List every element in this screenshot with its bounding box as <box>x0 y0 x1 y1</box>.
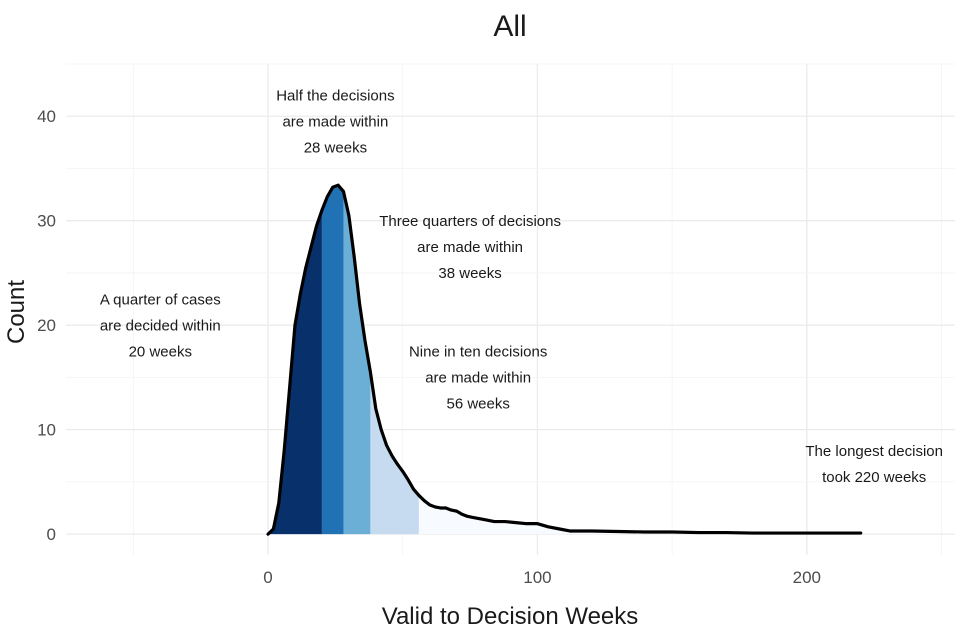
annotation-line: Nine in ten decisions <box>409 344 547 361</box>
density-band-5 <box>418 495 861 535</box>
annotation-line: are decided within <box>100 317 221 334</box>
annotation-line: 38 weeks <box>438 265 501 282</box>
annotation-line: took 220 weeks <box>822 469 926 486</box>
annotation-4: Nine in ten decisions are made within 56 w… <box>409 344 547 413</box>
axis-ticks: 0 100 200 0 10 20 30 40 <box>37 107 821 587</box>
annotation-line: are made within <box>425 370 531 387</box>
annotation-line: are made within <box>282 114 388 131</box>
density-band-4 <box>370 372 419 535</box>
annotation-3: Three quarters of decisions are made with… <box>379 213 561 282</box>
y-tick-label: 10 <box>37 421 56 440</box>
y-tick-label: 30 <box>37 212 56 231</box>
chart-title: All <box>493 10 526 43</box>
annotation-2: Half the decisions are made within 28 week… <box>276 88 394 157</box>
annotation-line: The longest decision <box>805 443 943 460</box>
grid <box>66 63 955 555</box>
x-tick-label: 100 <box>523 568 551 587</box>
density-band-3 <box>343 191 371 535</box>
density-band-1 <box>268 210 322 535</box>
density-curve <box>266 183 863 536</box>
annotation-line: are made within <box>417 239 523 256</box>
annotation-5: The longest decision took 220 weeks <box>805 443 943 486</box>
annotation-line: Half the decisions <box>276 88 394 105</box>
annotation-line: 56 weeks <box>446 396 509 413</box>
density-band-2 <box>321 185 344 535</box>
x-tick-label: 200 <box>793 568 821 587</box>
y-tick-label: 40 <box>37 107 56 126</box>
annotation-1: A quarter of cases are decided within 20 w… <box>100 291 221 360</box>
x-tick-label: 0 <box>263 568 272 587</box>
y-axis-title: Count <box>3 280 30 344</box>
annotation-line: Three quarters of decisions <box>379 213 561 230</box>
x-axis-title: Valid to Decision Weeks <box>382 603 639 630</box>
annotation-line: 20 weeks <box>129 343 192 360</box>
y-tick-label: 0 <box>47 525 56 544</box>
annotation-line: 28 weeks <box>304 140 367 157</box>
y-tick-label: 20 <box>37 316 56 335</box>
annotations: A quarter of cases are decided within 20 w… <box>100 88 943 486</box>
annotation-line: A quarter of cases <box>100 291 221 308</box>
